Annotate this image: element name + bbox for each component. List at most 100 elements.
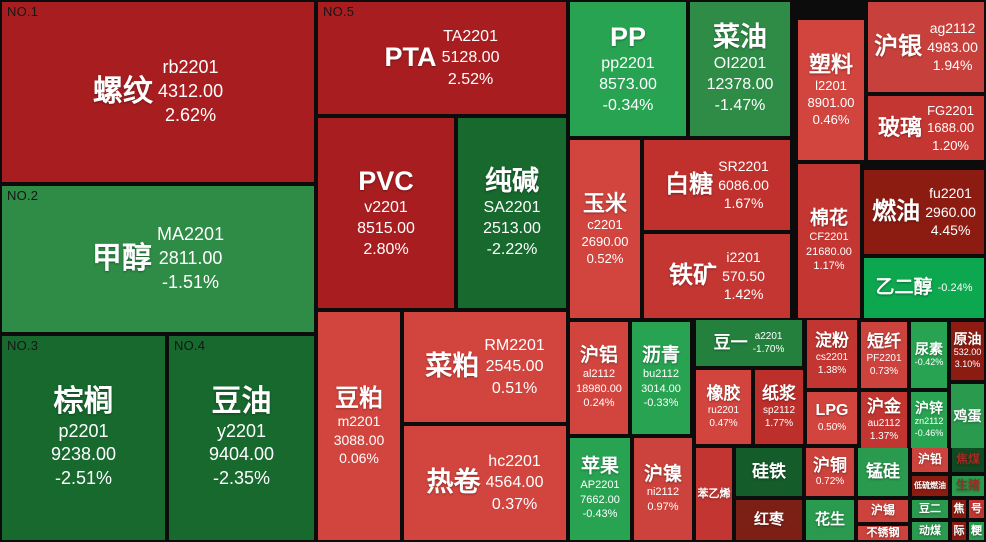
tile-content: 低硫燃油	[914, 481, 946, 490]
tile-sp2112[interactable]: 纸浆 sp2112 1.77%	[755, 370, 803, 444]
tile-name: 原油	[953, 331, 982, 348]
tile-MA2201[interactable]: NO.2 甲醇 MA2201 2811.00 -1.51%	[2, 186, 314, 332]
tile-ag2112[interactable]: 沪银 ag2112 4983.00 1.94%	[868, 2, 984, 92]
tile-rb2201[interactable]: NO.1 螺纹 rb2201 4312.00 2.62%	[2, 2, 314, 182]
tile-content: 沪锌 zn2112 -0.46%	[915, 400, 944, 440]
tile-n36[interactable]: 苯乙烯	[696, 448, 732, 540]
tile-change: 0.52%	[586, 251, 624, 267]
tile-FG2201[interactable]: 玻璃 FG2201 1688.00 1.20%	[868, 96, 984, 160]
tile-n47[interactable]: 动煤	[912, 522, 948, 540]
tile-n53[interactable]: 粳	[969, 522, 984, 540]
tile-PF2201[interactable]: 短纤 PF2201 0.73%	[861, 322, 907, 388]
tile-name: 棉花	[809, 208, 848, 230]
tile-content: 锰硅	[866, 462, 900, 482]
tile-m2201[interactable]: 豆粕 m2201 3088.00 0.06%	[318, 312, 400, 540]
tile-SR2201[interactable]: 白糖 SR2201 6086.00 1.67%	[644, 140, 790, 230]
tile-change: 0.51%	[491, 379, 538, 397]
tile-c2201[interactable]: 玉米 c2201 2690.00 0.52%	[570, 140, 640, 318]
tile-name: 棕榈	[53, 385, 114, 419]
tile-RM2201[interactable]: 菜粕 RM2201 2545.00 0.51%	[404, 312, 566, 422]
tile-name: 菜粕	[425, 351, 480, 382]
tile-content: 橡胶 ru2201 0.47%	[707, 384, 741, 430]
tile-name: 粳	[971, 524, 982, 537]
tile-code: SA2201	[483, 198, 541, 216]
tile-n44[interactable]: 沪铅	[912, 448, 948, 472]
tile-n45[interactable]: 低硫燃油	[912, 476, 948, 496]
tile-al2112[interactable]: 沪铝 al2112 18980.00 0.24%	[570, 322, 628, 434]
tile-change: 1.67%	[723, 195, 764, 212]
tile-name: 纯碱	[485, 165, 539, 196]
tile-change: -1.70%	[752, 344, 785, 355]
tile-pp2201[interactable]: PP pp2201 8573.00 -0.34%	[570, 2, 686, 136]
tile-price: 4564.00	[485, 474, 544, 492]
tile-n42[interactable]: 沪锡	[858, 500, 908, 522]
tile-price: 4983.00	[927, 38, 978, 55]
tile-a2201[interactable]: 豆一 a2201 -1.70%	[696, 320, 802, 366]
tile-name: 沪铝	[579, 345, 618, 367]
tile-n48[interactable]: 焦煤	[952, 448, 984, 472]
tile-bu2112[interactable]: 沥青 bu2112 3014.00 -0.33%	[632, 322, 690, 434]
tile-TA2201[interactable]: NO.5 PTA TA2201 5128.00 2.52%	[318, 2, 566, 114]
tile-hc2201[interactable]: 热卷 hc2201 4564.00 0.37%	[404, 426, 566, 540]
tile-content: 乙二醇 -0.24%	[876, 277, 973, 299]
tile-n46[interactable]: 豆二	[912, 500, 948, 518]
tile-content: 热卷 hc2201 4564.00 0.37%	[427, 451, 544, 514]
tile-values: p2201 9238.00 -2.51%	[51, 420, 116, 491]
tile-n43[interactable]: 不锈钢	[858, 526, 908, 540]
tile-content: 纸浆 sp2112 1.77%	[762, 384, 796, 430]
tile-name: 红枣	[753, 511, 784, 529]
tile-cs2201[interactable]: 淀粉 cs2201 1.38%	[807, 320, 857, 388]
tile-CF2201[interactable]: 棉花 CF2201 21680.00 1.17%	[798, 164, 860, 318]
tile-n39[interactable]: 沪铜 0.72%	[806, 448, 854, 496]
tile-n31[interactable]: 尿素 -0.42%	[911, 322, 947, 388]
tile-price: 9404.00	[208, 444, 275, 465]
tile-change: 0.97%	[647, 500, 679, 513]
tile-SA2201[interactable]: 纯碱 SA2201 2513.00 -2.22%	[458, 118, 566, 308]
tile-n40[interactable]: 花生	[806, 500, 854, 540]
tile-n41[interactable]: 锰硅	[858, 448, 908, 496]
tile-values: 0.72%	[816, 475, 844, 488]
tile-values: MA2201 2811.00 -1.51%	[157, 223, 224, 294]
tile-n32[interactable]: 原油 532.00 3.10%	[951, 322, 984, 380]
tile-content: 豆二	[919, 503, 941, 516]
tile-i2201[interactable]: 铁矿 i2201 570.50 1.42%	[644, 234, 790, 318]
tile-name: 沪锡	[870, 503, 895, 518]
tile-n52[interactable]: 际	[952, 522, 966, 540]
tile-values: AP2201 7662.00 -0.43%	[580, 478, 620, 522]
tile-AP2201[interactable]: 苹果 AP2201 7662.00 -0.43%	[570, 438, 630, 540]
tile-au2112[interactable]: 沪金 au2112 1.37%	[861, 392, 907, 448]
tile-values: v2201 8515.00 2.80%	[357, 197, 415, 260]
tile-change: 0.06%	[339, 450, 379, 467]
tile-v2201[interactable]: PVC v2201 8515.00 2.80%	[318, 118, 454, 308]
tile-name: LPG	[815, 402, 849, 420]
tile-n37[interactable]: 硅铁	[736, 448, 802, 496]
tile-name: PTA	[384, 42, 437, 73]
tile-name: 苯乙烯	[697, 487, 731, 500]
tile-n20[interactable]: 乙二醇 -0.24%	[864, 258, 984, 318]
tile-change: -0.24%	[937, 281, 973, 294]
tile-change: 0.73%	[869, 365, 899, 377]
tile-n49[interactable]: 生猪	[952, 476, 984, 496]
tile-zn2112[interactable]: 沪锌 zn2112 -0.46%	[911, 392, 947, 448]
tile-n35[interactable]: 鸡蛋	[951, 384, 984, 448]
tile-content: 燃油 fu2201 2960.00 4.45%	[872, 184, 976, 239]
tile-n29[interactable]: LPG 0.50%	[807, 392, 857, 444]
tile-n38[interactable]: 红枣	[736, 500, 802, 540]
tile-name: 尿素	[915, 341, 943, 358]
tile-ru2201[interactable]: 橡胶 ru2201 0.47%	[696, 370, 751, 444]
tile-OI2201[interactable]: 菜油 OI2201 12378.00 -1.47%	[690, 2, 790, 136]
tile-code: FG2201	[927, 103, 975, 119]
tile-p2201[interactable]: NO.3 棕榈 p2201 9238.00 -2.51%	[2, 336, 165, 540]
tile-l2201[interactable]: 塑料 l2201 8901.00 0.46%	[798, 20, 864, 160]
tile-code: l2201	[815, 77, 847, 93]
tile-content: 沪铜 0.72%	[813, 456, 847, 489]
tile-change: 0.24%	[583, 397, 615, 410]
tile-n51[interactable]: 号	[969, 500, 984, 518]
tile-n50[interactable]: 焦	[952, 500, 966, 518]
tile-ni2112[interactable]: 沪镍 ni2112 0.97%	[634, 438, 692, 540]
tile-content: 玻璃 FG2201 1688.00 1.20%	[878, 102, 974, 153]
tile-content: 沪铅	[918, 452, 942, 467]
tile-change: 4.45%	[930, 222, 971, 239]
tile-y2201[interactable]: NO.4 豆油 y2201 9404.00 -2.35%	[169, 336, 314, 540]
tile-fu2201[interactable]: 燃油 fu2201 2960.00 4.45%	[864, 170, 984, 254]
